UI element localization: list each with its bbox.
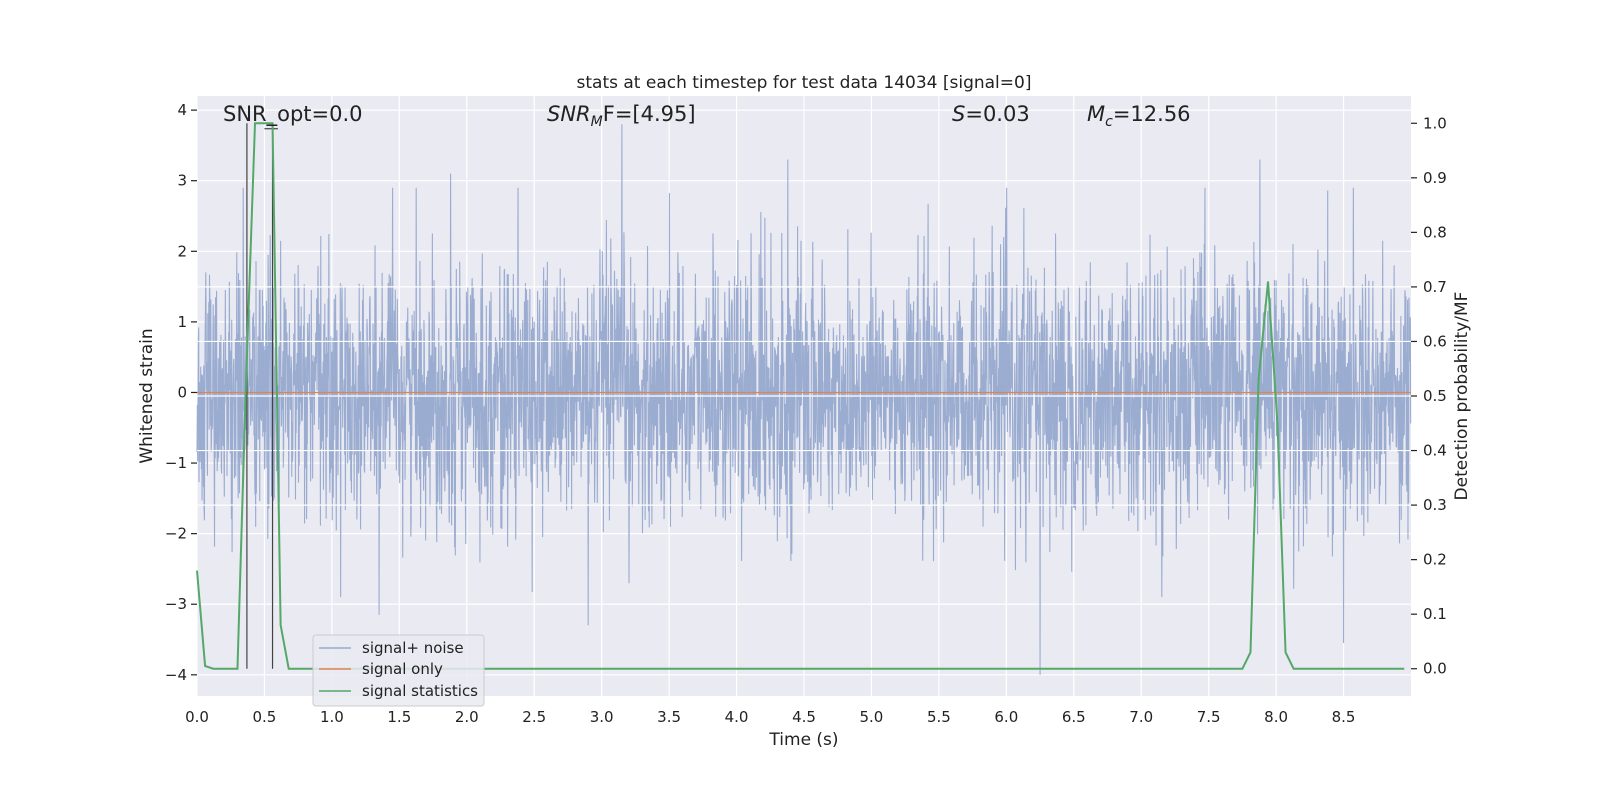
statistics-series <box>196 122 1405 670</box>
y-right-tick-label: 1.0 <box>1423 114 1447 132</box>
y-left-tick-label: 2 <box>177 242 187 260</box>
y-right-tick-label: 0.1 <box>1423 605 1447 623</box>
y-axis-left-label: Whitened strain <box>137 328 157 463</box>
x-tick-label: 6.0 <box>994 708 1018 726</box>
y-left-tick-label: −3 <box>165 595 187 613</box>
y-left-tick-label: −4 <box>165 666 187 684</box>
y-right-tick-label: 0.3 <box>1423 496 1447 514</box>
y-axis-right-label: Detection probability/MF <box>1452 292 1472 501</box>
strain-path <box>196 124 1412 675</box>
annotation-s: S=0.03 <box>952 102 1030 126</box>
x-tick-label: 3.0 <box>590 708 614 726</box>
y-right-tick-label: 0.9 <box>1423 169 1447 187</box>
x-tick-label: 8.5 <box>1332 708 1356 726</box>
x-tick-label: 7.0 <box>1129 708 1153 726</box>
x-tick-label: 4.5 <box>792 708 816 726</box>
x-tick-label: 3.5 <box>657 708 681 726</box>
y-left-tick-label: −1 <box>165 454 187 472</box>
annotation-snr-mf: SNRMF=[4.95] <box>547 102 696 130</box>
x-tick-label: 5.0 <box>860 708 884 726</box>
x-tick-label: 1.0 <box>320 708 344 726</box>
legend-frame <box>312 634 485 707</box>
x-axis: 0.0 0.5 1.0 1.5 2.0 2.5 3.0 3.5 4.0 4.5 5.0 5.5 6.0 6… <box>185 708 1355 726</box>
x-tick-label: 0.0 <box>185 708 209 726</box>
y-axis-right: 1.0 0.9 0.8 0.7 0.6 0.5 0.4 0.3 0.2 0.1 0.0 <box>1411 114 1447 678</box>
y-axis-left: 4 3 2 1 0 −1 −2 −3 −4 <box>165 101 197 684</box>
y-left-tick-label: 0 <box>177 383 187 401</box>
x-tick-label: 7.5 <box>1197 708 1221 726</box>
statistics-path <box>196 122 1405 670</box>
vertical-markers <box>246 123 278 669</box>
y-right-tick-label: 0.7 <box>1423 278 1447 296</box>
y-right-tick-label: 0.5 <box>1423 387 1447 405</box>
x-tick-label: 5.5 <box>927 708 951 726</box>
y-left-tick-label: −2 <box>165 525 187 543</box>
y-right-tick-label: 0.2 <box>1423 551 1447 569</box>
y-right-tick-label: 0.4 <box>1423 442 1447 460</box>
x-tick-label: 8.0 <box>1264 708 1288 726</box>
y-left-tick-label: 1 <box>177 313 187 331</box>
y-right-tick-label: 0.0 <box>1423 660 1447 678</box>
x-tick-label: 4.0 <box>725 708 749 726</box>
x-axis-label: Time (s) <box>768 730 838 750</box>
strain-series <box>196 124 1412 675</box>
annotation-mc: Mc=12.56 <box>1087 102 1191 130</box>
x-tick-label: 1.5 <box>387 708 411 726</box>
x-tick-label: 6.5 <box>1062 708 1086 726</box>
legend-label-signal-noise: signal+ noise <box>362 639 464 657</box>
legend: signal+ noise signal only signal statist… <box>312 634 485 707</box>
annotation-snr-opt: SNR_opt=0.0 <box>223 102 363 127</box>
y-right-tick-label: 0.6 <box>1423 332 1447 350</box>
x-tick-label: 2.5 <box>522 708 546 726</box>
y-right-tick-label: 0.8 <box>1423 223 1447 241</box>
x-tick-label: 0.5 <box>253 708 277 726</box>
legend-label-signal-only: signal only <box>362 660 443 678</box>
y-left-tick-label: 3 <box>177 172 187 190</box>
chart-title: stats at each timestep for test data 140… <box>577 73 1032 93</box>
x-tick-label: 2.0 <box>455 708 479 726</box>
legend-label-signal-statistics: signal statistics <box>362 682 478 700</box>
y-left-tick-label: 4 <box>177 101 187 119</box>
